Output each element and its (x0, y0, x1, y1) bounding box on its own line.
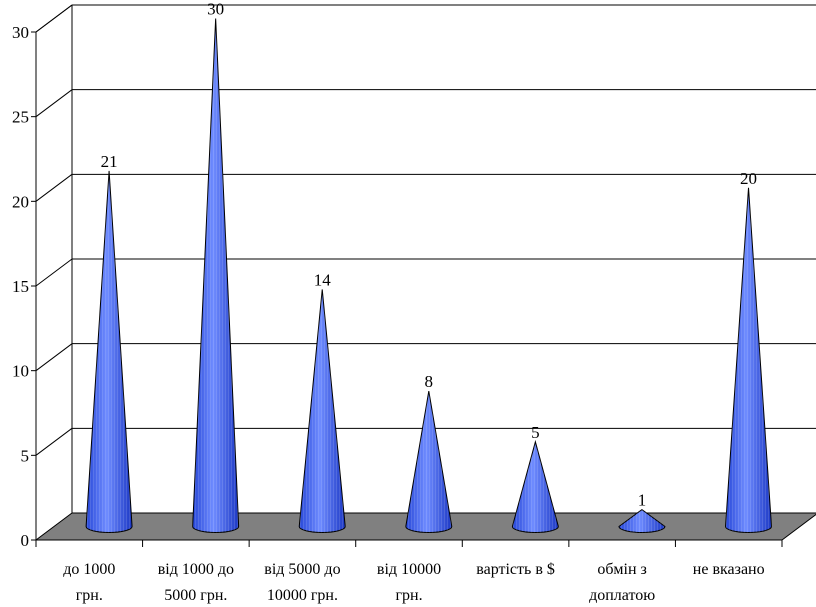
gridlines (35, 4, 816, 456)
x-tick-label: вартість в $ (476, 561, 555, 578)
x-tick-label: від 10000 (377, 561, 441, 578)
gridline-side (35, 343, 73, 372)
gridline-side (35, 173, 73, 202)
cone-texture (299, 289, 346, 533)
data-labels: 21 30 14 8 5 1 20 (101, 0, 757, 510)
data-label: 30 (207, 0, 224, 19)
y-tick-label: 10 (12, 362, 29, 381)
x-tick-label: від 5000 до (264, 561, 340, 578)
x-tick-label: до 1000 (63, 561, 115, 578)
y-tick-label: 20 (12, 192, 29, 211)
cone-texture (405, 391, 452, 533)
gridline-side (35, 258, 73, 287)
gridline-side (35, 427, 73, 456)
cone (298, 289, 346, 533)
data-label: 20 (740, 169, 757, 188)
data-label: 8 (425, 372, 434, 391)
data-label: 1 (638, 491, 647, 510)
cone (618, 508, 666, 533)
cone (405, 390, 453, 533)
cone (511, 439, 559, 533)
cone-texture (86, 170, 133, 533)
gridline-side (35, 4, 73, 33)
x-tick-label: грн. (76, 587, 103, 604)
cone (192, 18, 240, 533)
x-tick-label: обмін з (597, 561, 646, 578)
data-label: 5 (531, 423, 540, 442)
cone-texture (618, 509, 665, 533)
y-axis: 0 5 10 15 20 25 30 (12, 23, 37, 550)
cone-texture (192, 18, 239, 533)
x-tick-label: 10000 грн. (267, 587, 338, 604)
data-label: 21 (101, 152, 118, 171)
x-tick-label: 5000 грн. (164, 587, 227, 604)
y-tick-label: 30 (12, 23, 29, 42)
cone-texture (725, 187, 772, 533)
y-tick-label: 5 (21, 446, 30, 465)
x-tick-label: не вказано (693, 561, 765, 578)
cone-series (85, 18, 773, 533)
y-tick-label: 0 (21, 531, 30, 550)
cone (85, 170, 133, 533)
x-tick-label: доплатою (589, 587, 655, 604)
x-axis: до 1000 грн. від 1000 до 5000 грн. від 5000 … (35, 539, 783, 604)
x-tick-label: грн. (395, 587, 422, 604)
x-tick-label: від 1000 до (158, 561, 234, 578)
gridline-side (35, 89, 73, 118)
y-tick-label: 15 (12, 277, 29, 296)
data-label: 14 (314, 270, 332, 289)
y-tick-label: 25 (12, 108, 29, 127)
cone-texture (512, 441, 559, 533)
cone (725, 187, 773, 533)
